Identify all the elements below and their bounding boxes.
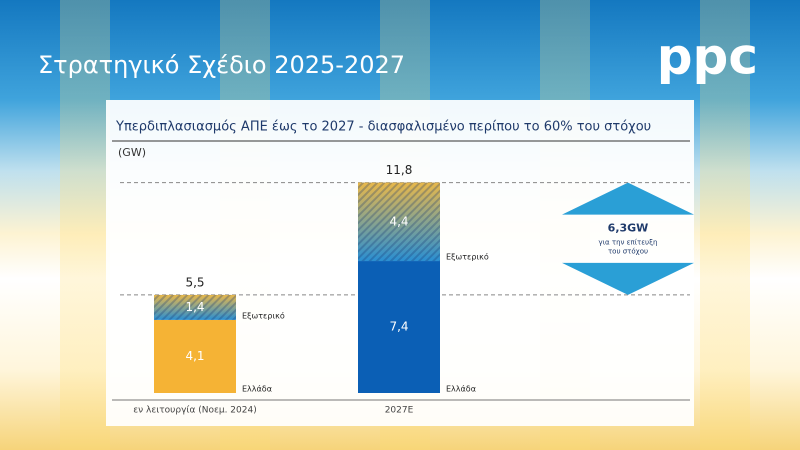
value-label: 7,4 xyxy=(389,320,408,334)
value-label: 1,4 xyxy=(185,300,204,314)
slide-title: Στρατηγικό Σχέδιο 2025-2027 xyxy=(38,51,405,79)
value-label: 4,4 xyxy=(389,214,408,228)
bar-hatch xyxy=(358,182,440,262)
series-label: Εξωτερικό xyxy=(242,310,285,320)
y-axis-label: (GW) xyxy=(118,146,146,159)
chart-title: Υπερδιπλασιασμός ΑΠΕ έως το 2027 - διασφ… xyxy=(115,120,651,135)
annotation-line: του στόχου xyxy=(608,248,648,256)
value-label: 4,1 xyxy=(185,349,204,363)
bar-hatch xyxy=(154,294,236,320)
series-label: Ελλάδα xyxy=(446,385,476,394)
series-label: Ελλάδα xyxy=(242,385,272,394)
annotation-text: για την επίτευξη του στόχου xyxy=(599,239,658,256)
annotation-line: για την επίτευξη xyxy=(599,239,658,247)
annotation-arrow xyxy=(562,182,694,295)
bar-segment xyxy=(358,261,440,393)
bar-segment xyxy=(154,319,236,393)
total-label: 11,8 xyxy=(386,163,413,177)
series-label: Εξωτερικό xyxy=(446,252,489,262)
x-tick-label: εν λειτουργία (Νοεμ. 2024) xyxy=(133,406,256,416)
x-tick-label: 2027E xyxy=(385,406,414,416)
logo: ppc xyxy=(657,28,758,86)
annotation-label: 6,3GW xyxy=(608,222,649,235)
total-label: 5,5 xyxy=(185,275,204,289)
